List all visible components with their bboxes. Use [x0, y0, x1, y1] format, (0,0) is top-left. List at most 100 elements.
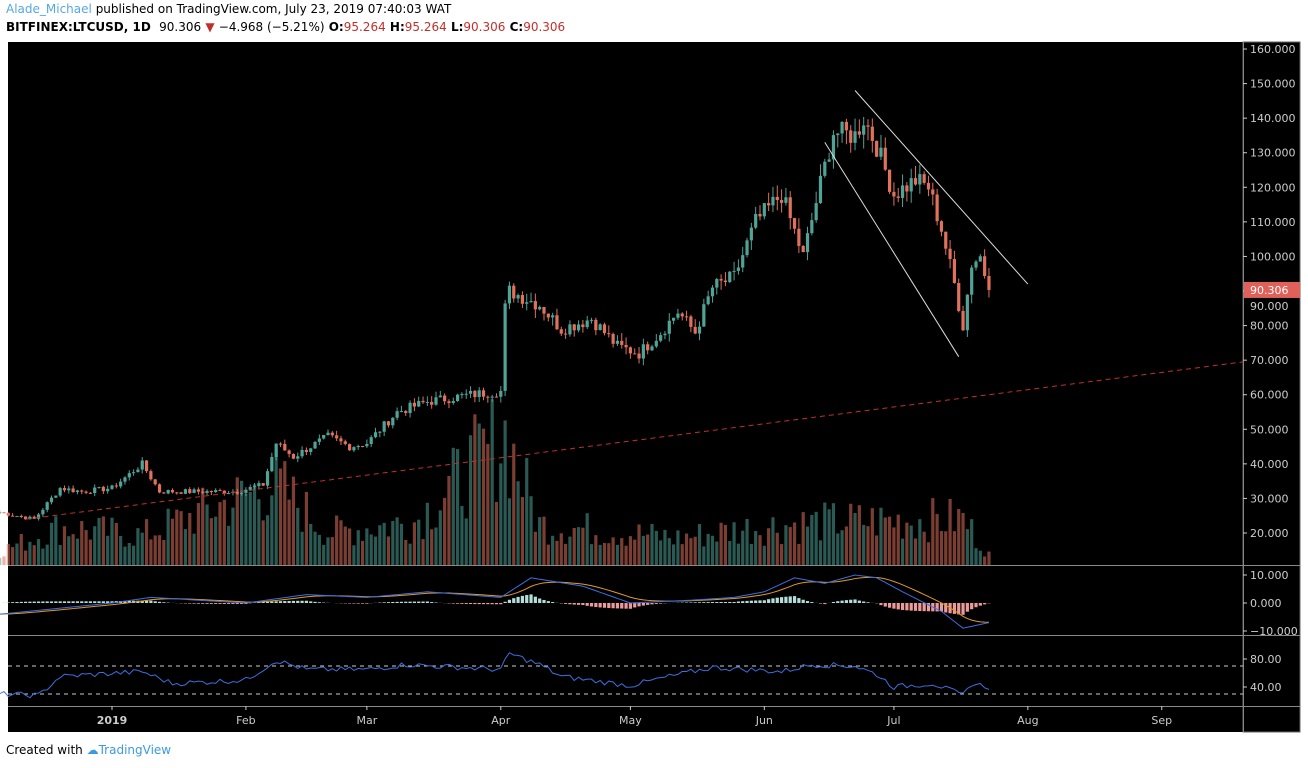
- candle-body: [862, 125, 866, 135]
- candle-body: [801, 245, 805, 253]
- macd-histogram-bar: [650, 603, 654, 605]
- macd-histogram-bar: [157, 601, 162, 603]
- macd-histogram-bar: [468, 603, 473, 605]
- macd-histogram-bar: [421, 601, 425, 603]
- macd-histogram-bar: [702, 602, 706, 603]
- volume-bar: [589, 544, 594, 565]
- macd-histogram-bar: [309, 601, 313, 603]
- support-trendline: [25, 361, 1244, 520]
- volume-bar: [762, 545, 766, 565]
- candle-body: [741, 255, 745, 268]
- volume-bar: [188, 513, 192, 565]
- macd-histogram-bar: [546, 601, 550, 603]
- time-tick-label: May: [619, 714, 642, 727]
- volume-bar: [382, 522, 386, 565]
- volume-bar: [11, 547, 15, 565]
- macd-histogram-bar: [188, 603, 192, 604]
- candle-body: [41, 509, 45, 515]
- volume-bar: [274, 449, 278, 565]
- macd-histogram-bar: [585, 603, 589, 606]
- macd-histogram-bar: [797, 598, 801, 603]
- macd-histogram-bar: [974, 603, 978, 608]
- macd-histogram-bar: [499, 603, 503, 605]
- candle-body: [97, 486, 101, 488]
- candle-body: [300, 449, 304, 457]
- volume-bar: [468, 435, 473, 565]
- volume-bar: [248, 491, 252, 565]
- candle-body: [948, 248, 952, 260]
- volume-bar: [732, 522, 736, 565]
- macd-histogram-bar: [106, 601, 110, 603]
- candle-body: [581, 324, 585, 328]
- candle-body: [827, 159, 831, 162]
- volume-bar: [404, 540, 408, 565]
- volume-bar: [883, 517, 887, 565]
- candle-body: [533, 301, 537, 310]
- candle-body: [451, 401, 455, 404]
- macd-histogram-bar: [88, 601, 92, 603]
- macd-histogram-bar: [412, 601, 416, 603]
- close-value: 90.306: [523, 20, 566, 34]
- time-tick-label: Jul: [886, 714, 900, 727]
- volume-bar: [348, 528, 352, 565]
- candle-body: [425, 401, 429, 403]
- volume-bar: [127, 542, 131, 565]
- author-link[interactable]: Alade_Michael: [6, 2, 92, 16]
- volume-bar: [693, 536, 697, 565]
- candle-body: [356, 445, 360, 448]
- macd-histogram-bar: [278, 601, 283, 603]
- volume-bar: [624, 545, 628, 565]
- candle-body: [157, 484, 162, 493]
- candle-body: [136, 469, 140, 473]
- volume-bar: [572, 527, 576, 565]
- volume-bar: [309, 523, 313, 565]
- candle-body: [447, 401, 451, 404]
- volume-bar: [201, 487, 205, 565]
- candle-body: [767, 203, 771, 206]
- macd-histogram-bar: [853, 599, 857, 603]
- macd-tick-label: 0.000: [1250, 597, 1282, 610]
- volume-bar: [512, 443, 516, 565]
- price-tick-label: 20.000: [1250, 527, 1289, 540]
- volume-bar: [136, 528, 140, 565]
- macd-histogram-bar: [417, 601, 421, 603]
- candle-body: [296, 456, 300, 459]
- volume-bar: [369, 534, 373, 565]
- volume-bar: [451, 447, 455, 565]
- macd-signal-line: [0, 576, 989, 623]
- candle-body: [456, 394, 460, 402]
- volume-bar: [749, 543, 753, 565]
- candle-body: [244, 489, 248, 493]
- macd-histogram-bar: [58, 601, 62, 603]
- macd-histogram-bar: [896, 603, 900, 610]
- volume-bar: [892, 527, 896, 565]
- macd-histogram-bar: [926, 603, 931, 612]
- volume-bar: [132, 545, 136, 565]
- candle-body: [546, 313, 550, 318]
- macd-histogram-bar: [430, 602, 434, 603]
- macd-histogram-bar: [719, 602, 723, 603]
- candle-body: [434, 397, 438, 405]
- candle-body: [866, 125, 870, 127]
- volume-bar: [935, 514, 939, 565]
- candle-body: [339, 438, 343, 442]
- tradingview-link[interactable]: TradingView: [98, 743, 172, 757]
- volume-bar: [106, 535, 110, 565]
- volume-bar: [175, 509, 179, 565]
- candle-body: [326, 432, 330, 435]
- volume-bar: [525, 457, 529, 565]
- candle-body: [265, 471, 270, 486]
- candle-body: [659, 335, 663, 341]
- volume-bar: [607, 543, 611, 565]
- macd-histogram-bar: [287, 600, 291, 603]
- candle-body: [205, 490, 209, 493]
- time-tick-label: Aug: [1017, 714, 1038, 727]
- volume-bar: [862, 524, 866, 565]
- candle-body: [749, 227, 753, 241]
- volume-bar: [149, 539, 153, 565]
- volume-bar: [499, 463, 503, 565]
- candle-body: [875, 140, 879, 157]
- candle-body: [585, 320, 589, 328]
- candle-body: [196, 489, 200, 492]
